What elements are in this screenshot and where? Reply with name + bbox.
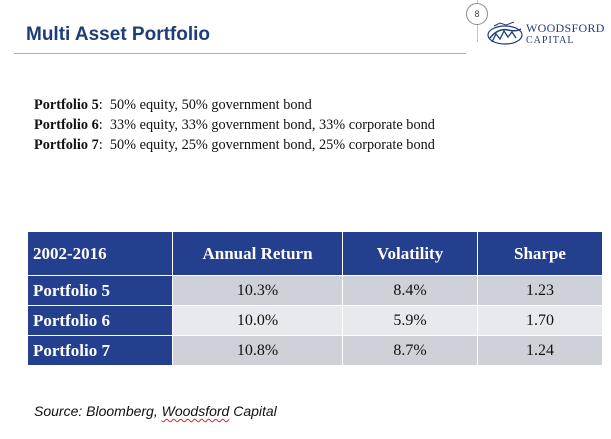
table-row: Portfolio 5 10.3% 8.4% 1.23 (27, 275, 603, 306)
row-label: Portfolio 6 (27, 305, 173, 336)
annual-return-cell: 10.3% (172, 275, 343, 306)
portfolio-name: Portfolio 6 (34, 117, 99, 133)
sharpe-cell: 1.24 (477, 335, 603, 366)
header-annual-return: Annual Return (172, 231, 343, 276)
page-title: Multi Asset Portfolio (26, 24, 211, 45)
volatility-cell: 8.4% (342, 275, 478, 306)
volatility-cell: 5.9% (342, 305, 478, 336)
portfolio-item: Portfolio 6: 33% equity, 33% government … (34, 117, 435, 133)
header-period: 2002-2016 (27, 231, 173, 276)
source-note: Source: Bloomberg, Woodsford Capital (34, 403, 277, 419)
table-row: Portfolio 6 10.0% 5.9% 1.70 (27, 305, 603, 336)
portfolio-composition: 50% equity, 25% government bond, 25% cor… (109, 137, 435, 153)
logo-line2: CAPITAL (526, 35, 575, 46)
portfolio-composition: 50% equity, 50% government bond (109, 97, 312, 113)
header-volatility: Volatility (342, 231, 478, 276)
volatility-cell: 8.7% (342, 335, 478, 366)
source-suffix: Capital (229, 403, 277, 419)
portfolio-item: Portfolio 7: 50% equity, 25% government … (34, 137, 435, 153)
annual-return-cell: 10.8% (172, 335, 343, 366)
table-header-row: 2002-2016 Annual Return Volatility Sharp… (27, 231, 603, 276)
sharpe-cell: 1.70 (477, 305, 603, 336)
sharpe-cell: 1.23 (477, 275, 603, 306)
header-sharpe: Sharpe (477, 231, 603, 276)
annual-return-cell: 10.0% (172, 305, 343, 336)
logo-wordmark: WOODSFORD CAPITAL (526, 22, 605, 46)
portfolio-name: Portfolio 5 (34, 97, 99, 113)
row-label: Portfolio 7 (27, 335, 173, 366)
performance-table: 2002-2016 Annual Return Volatility Sharp… (27, 231, 603, 366)
source-name-spellcheck: Woodsford (161, 403, 230, 419)
woodsford-logo: WOODSFORD CAPITAL (486, 20, 608, 50)
portfolio-item: Portfolio 5: 50% equity, 50% government … (34, 97, 312, 113)
table-row: Portfolio 7 10.8% 8.7% 1.24 (27, 335, 603, 366)
title-divider (14, 53, 466, 54)
page-number: 8 (466, 3, 488, 25)
portfolio-name: Portfolio 7 (34, 137, 99, 153)
globe-logo-icon (487, 21, 523, 45)
portfolio-composition-list: Portfolio 5: 50% equity, 50% government … (34, 95, 435, 155)
portfolio-composition: 33% equity, 33% government bond, 33% cor… (109, 117, 435, 133)
logo-line1: WOODSFORD (526, 21, 605, 35)
row-label: Portfolio 5 (27, 275, 173, 306)
source-prefix: Source: Bloomberg, (34, 403, 162, 419)
